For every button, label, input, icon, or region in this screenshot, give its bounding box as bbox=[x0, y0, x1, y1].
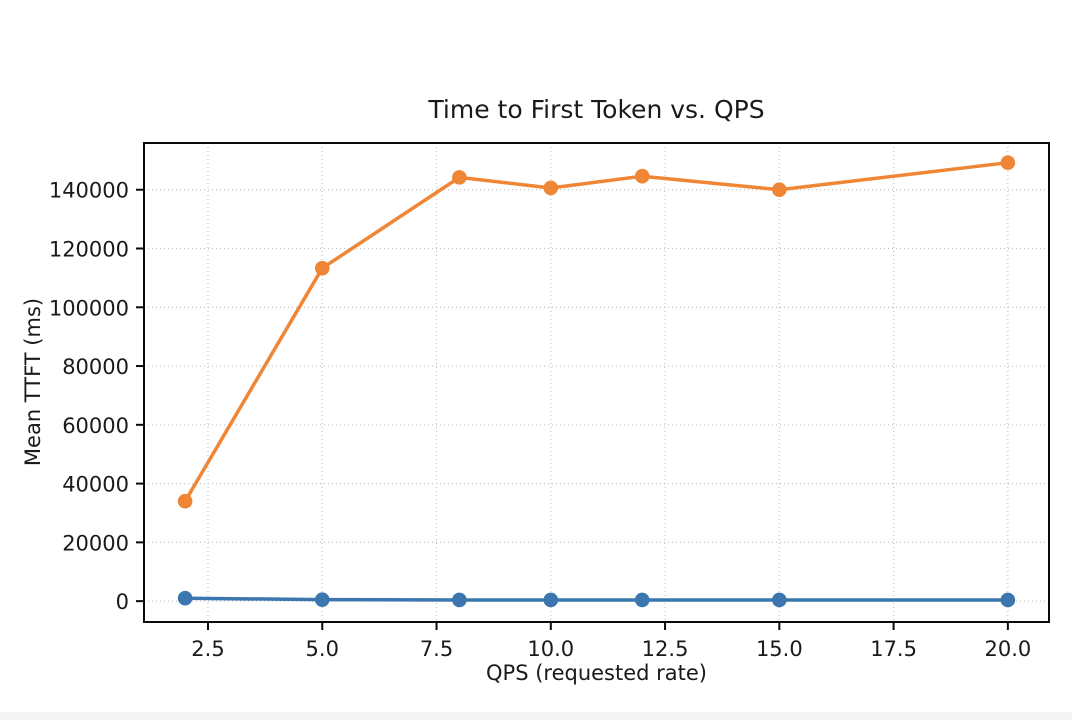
orange-series-marker bbox=[634, 168, 650, 184]
orange-series-marker bbox=[772, 182, 787, 198]
orange-series-marker bbox=[543, 180, 559, 196]
blue-series-marker bbox=[543, 592, 559, 608]
blue-series-marker bbox=[314, 592, 330, 607]
x-tick-label: 17.5 bbox=[870, 637, 917, 661]
y-tick-label: 140000 bbox=[49, 179, 129, 203]
x-tick-label: 15.0 bbox=[756, 637, 803, 661]
y-tick-label: 120000 bbox=[49, 237, 129, 261]
x-tick-label: 2.5 bbox=[191, 637, 224, 661]
y-tick-label: 80000 bbox=[62, 355, 129, 379]
plot-spines bbox=[143, 142, 1050, 623]
orange-series-marker bbox=[177, 493, 193, 509]
x-tick-label: 12.5 bbox=[642, 637, 689, 661]
bottom-ui-strip bbox=[0, 712, 1072, 720]
orange-series-marker bbox=[452, 170, 467, 185]
x-tick-label: 7.5 bbox=[420, 637, 453, 661]
y-tick-label: 60000 bbox=[62, 414, 129, 438]
chart-title: Time to First Token vs. QPS bbox=[428, 95, 765, 124]
blue-series-marker bbox=[1000, 592, 1016, 608]
orange-series-marker bbox=[1000, 155, 1016, 170]
orange-series-marker bbox=[314, 260, 330, 276]
orange-series-line bbox=[183, 160, 1010, 503]
blue-series-marker bbox=[177, 590, 193, 606]
y-tick-label: 20000 bbox=[62, 531, 129, 555]
x-tick-label: 5.0 bbox=[306, 637, 339, 661]
y-axis-label: Mean TTFT (ms) bbox=[21, 297, 45, 467]
blue-series-marker bbox=[772, 592, 787, 608]
x-tick-label: 20.0 bbox=[984, 637, 1031, 661]
x-axis-label: QPS (requested rate) bbox=[486, 661, 707, 685]
blue-series-line bbox=[183, 596, 1010, 602]
x-tick-label: 10.0 bbox=[527, 637, 574, 661]
y-tick-label: 100000 bbox=[49, 296, 129, 320]
blue-series-marker bbox=[452, 592, 467, 608]
y-tick-label: 0 bbox=[116, 590, 129, 614]
blue-series-marker bbox=[634, 592, 650, 608]
y-tick-label: 40000 bbox=[62, 473, 129, 497]
